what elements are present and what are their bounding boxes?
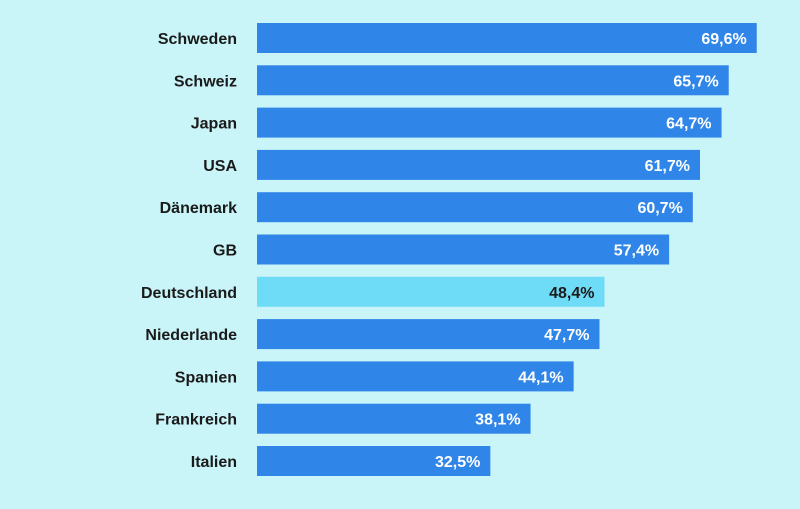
category-labels: Schweden Schweiz Japan USA Dänemark GB Deutsch…: [141, 31, 237, 471]
value-labels: 69,6% 65,7% 64,7% 61,7% 60,7% 57,4% 48,4% 47,7%…: [435, 31, 747, 471]
value-label-niederlande: 47,7%: [544, 327, 589, 344]
value-label-frankreich: 38,1%: [475, 412, 520, 429]
bar-spanien: [257, 361, 574, 392]
category-label-schweden: Schweden: [158, 31, 237, 48]
category-label-deutschland: Deutschland: [141, 285, 237, 302]
bar-schweden: [257, 23, 757, 53]
category-label-gb: GB: [213, 243, 237, 260]
value-label-daenemark: 60,7%: [637, 200, 682, 217]
value-label-usa: 61,7%: [645, 158, 690, 175]
category-label-italien: Italien: [191, 454, 237, 471]
bar-deutschland: [257, 276, 605, 307]
value-label-deutschland: 48,4%: [549, 285, 594, 302]
value-label-japan: 64,7%: [666, 116, 711, 133]
bar-schweiz: [257, 65, 729, 96]
category-label-spanien: Spanien: [175, 369, 237, 386]
category-label-schweiz: Schweiz: [174, 73, 237, 90]
category-label-japan: Japan: [191, 116, 237, 133]
value-label-spanien: 44,1%: [518, 369, 563, 386]
bar-gb: [257, 234, 670, 265]
value-label-schweiz: 65,7%: [673, 73, 718, 90]
bar-usa: [257, 149, 701, 180]
bar-niederlande: [257, 319, 600, 350]
bars: [257, 23, 757, 476]
category-label-niederlande: Niederlande: [145, 327, 237, 344]
bar-frankreich: [257, 403, 531, 434]
bar-japan: [257, 107, 722, 138]
category-label-frankreich: Frankreich: [155, 412, 237, 429]
value-label-gb: 57,4%: [614, 243, 659, 260]
value-label-schweden: 69,6%: [701, 31, 746, 48]
category-label-daenemark: Dänemark: [160, 200, 237, 217]
bar-italien: [257, 446, 491, 476]
category-label-usa: USA: [203, 158, 237, 175]
bar-daenemark: [257, 192, 693, 223]
value-label-italien: 32,5%: [435, 454, 480, 471]
